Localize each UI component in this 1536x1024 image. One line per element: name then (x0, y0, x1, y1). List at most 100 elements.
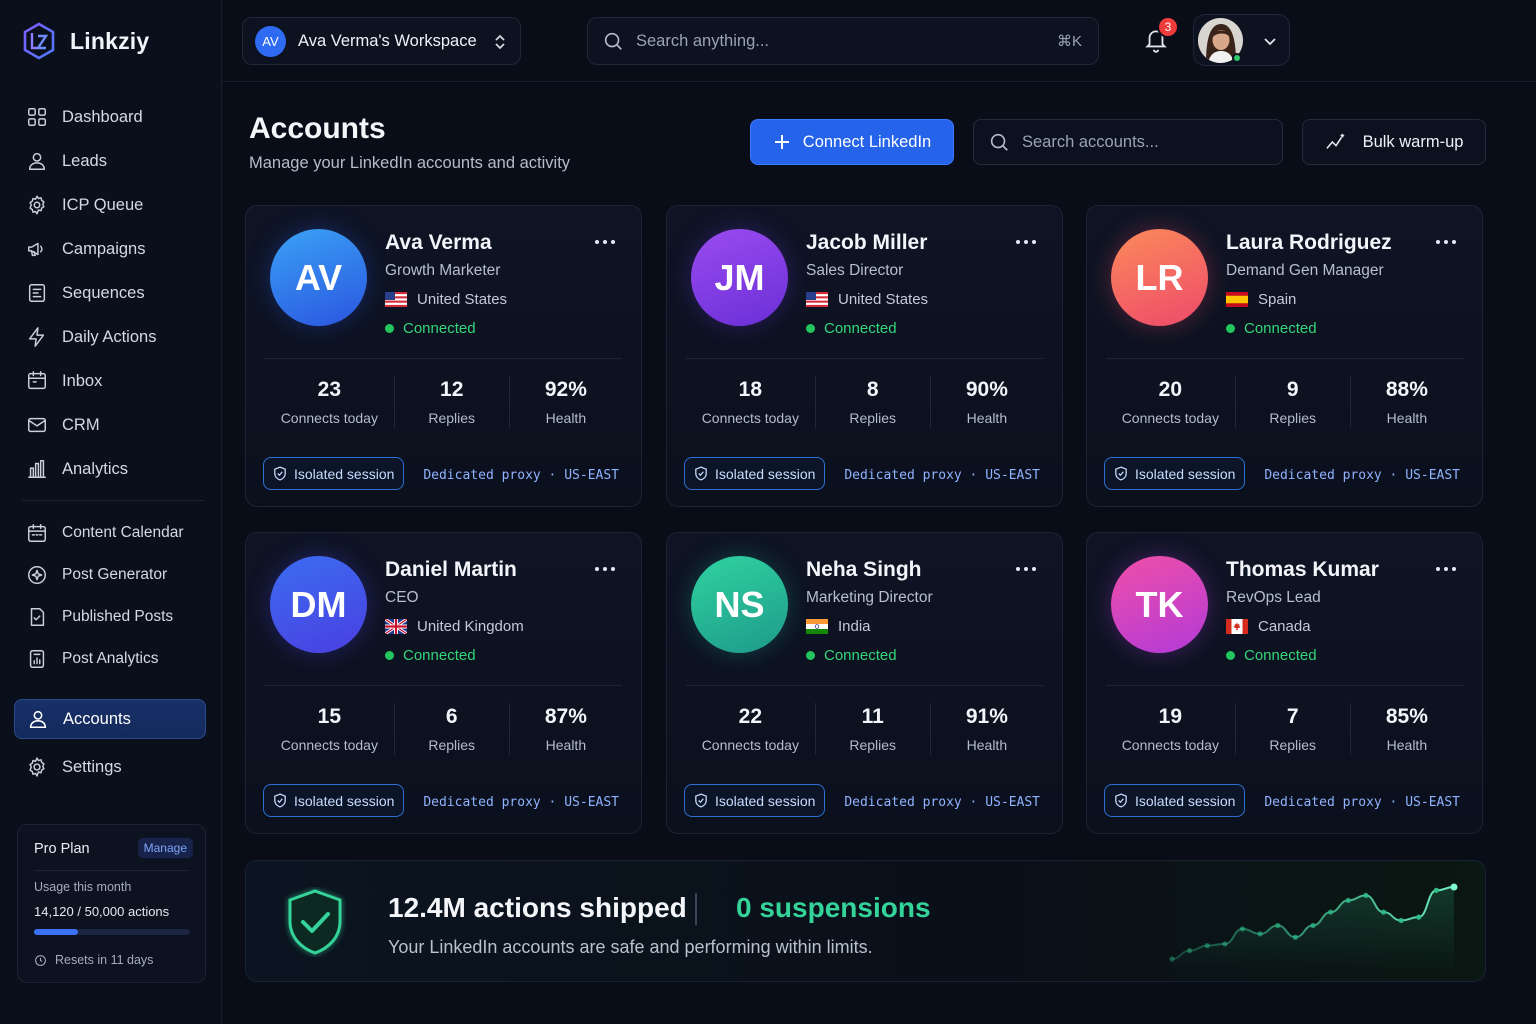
connection-status: Connected (1226, 320, 1317, 337)
connection-status: Connected (385, 647, 476, 664)
notification-badge: 3 (1157, 16, 1179, 38)
connects-label: Connects today (1121, 410, 1219, 426)
session-label: Isolated session (294, 792, 395, 809)
sidebar-item-dashboard[interactable]: Dashboard (14, 97, 206, 137)
sidebar-item-post-generator[interactable]: Post Generator (14, 555, 206, 595)
stat-divider (814, 703, 816, 755)
more-options-icon[interactable] (1016, 563, 1036, 575)
sidebar-item-campaigns[interactable]: Campaigns (14, 229, 206, 269)
doc-check-icon (30, 608, 45, 626)
page-subtitle: Manage your LinkedIn accounts and activi… (249, 154, 571, 172)
session-label: Isolated session (715, 792, 816, 809)
status-dot (806, 324, 815, 333)
flag-uk-icon (385, 619, 407, 634)
more-options-icon[interactable] (595, 563, 615, 575)
sidebar-item-sequences[interactable]: Sequences (14, 273, 206, 313)
card-divider (1106, 685, 1463, 686)
brand[interactable]: Linkziy (22, 22, 149, 60)
usage-label: Usage this month (34, 880, 132, 894)
stat-replies: 12 Replies (395, 374, 509, 430)
workspace-switcher[interactable]: AV Ava Verma's Workspace (242, 17, 521, 65)
stat-replies: 8 Replies (816, 374, 930, 430)
account-country: Canada (1226, 618, 1311, 635)
banner-subtitle: Your LinkedIn accounts are safe and perf… (388, 937, 873, 957)
shield-icon (1115, 793, 1127, 808)
page-title: Accounts (249, 112, 386, 145)
account-country: India (806, 618, 871, 635)
card-divider (265, 358, 622, 359)
sidebar-item-label: Dashboard (62, 107, 143, 126)
account-role: CEO (385, 589, 419, 606)
bulk-warmup-button[interactable]: Bulk warm-up (1302, 119, 1486, 165)
sidebar-item-content-calendar[interactable]: Content Calendar (14, 513, 206, 553)
sparkline-point (1169, 956, 1175, 962)
more-options-icon[interactable] (1436, 236, 1456, 248)
shortcut-hint: ⌘K (1056, 33, 1082, 50)
stat-replies: 9 Replies (1236, 374, 1350, 430)
sparkline-area (1172, 887, 1454, 971)
account-card[interactable]: TK Thomas Kumar RevOps Lead Canada Connected… (1086, 532, 1483, 834)
gear-icon (29, 756, 45, 778)
sidebar-item-inbox[interactable]: Inbox (14, 361, 206, 401)
proxy-info: Dedicated proxy · US-EAST (1264, 468, 1460, 483)
sparkline-point (1187, 948, 1193, 954)
account-card[interactable]: LR Laura Rodriguez Demand Gen Manager Spain… (1086, 205, 1483, 507)
connect-linkedin-label: Connect LinkedIn (802, 132, 932, 151)
stat-connects: 19 Connects today (1106, 701, 1235, 757)
account-stats: 22 Connects today 11 Replies 91% Health (686, 701, 1043, 757)
sidebar-item-label: Campaigns (62, 239, 146, 258)
sidebar-item-published-posts[interactable]: Published Posts (14, 597, 206, 637)
stat-health: 87% Health (510, 701, 622, 757)
stat-connects: 20 Connects today (1106, 374, 1235, 430)
sidebar-item-accounts[interactable]: Accounts (14, 699, 206, 739)
sparkline-point (1275, 922, 1281, 929)
stat-connects: 18 Connects today (686, 374, 815, 430)
sidebar-item-label: ICP Queue (62, 195, 144, 214)
session-label: Isolated session (294, 465, 395, 482)
user-menu[interactable] (1193, 14, 1290, 66)
account-search-input[interactable] (1022, 132, 1262, 152)
connects-value: 20 (1158, 378, 1183, 401)
connects-value: 22 (738, 705, 763, 728)
usage-progress-bar (34, 929, 190, 935)
sidebar-item-icp-queue[interactable]: ICP Queue (14, 185, 206, 225)
sidebar-item-daily-actions[interactable]: Daily Actions (14, 317, 206, 357)
connect-linkedin-button[interactable]: Connect LinkedIn (750, 119, 954, 165)
sidebar-item-settings[interactable]: Settings (14, 747, 206, 787)
account-role: Demand Gen Manager (1226, 262, 1384, 279)
manage-plan-button[interactable]: Manage (137, 838, 193, 858)
health-label: Health (545, 410, 587, 426)
sidebar-item-post-analytics[interactable]: Post Analytics (14, 639, 206, 679)
sidebar-item-label: Post Generator (62, 566, 168, 583)
more-options-icon[interactable] (595, 236, 615, 248)
brand-name: Linkziy (70, 27, 150, 54)
chevron-updown-icon (495, 34, 505, 50)
flag-us-icon (806, 292, 828, 307)
account-card[interactable]: JM Jacob Miller Sales Director United State… (666, 205, 1063, 507)
account-card[interactable]: AV Ava Verma Growth Marketer United States C… (245, 205, 642, 507)
stat-connects: 15 Connects today (265, 701, 394, 757)
account-card[interactable]: NS Neha Singh Marketing Director India Conne… (666, 532, 1063, 834)
isolated-session-badge: Isolated session (1104, 784, 1246, 817)
stat-divider (1234, 703, 1236, 755)
global-search-input[interactable] (636, 31, 1016, 51)
account-card[interactable]: DM Daniel Martin CEO United Kingdom Connecte… (245, 532, 642, 834)
global-search[interactable]: ⌘K (587, 17, 1099, 65)
session-label: Isolated session (715, 465, 816, 482)
more-options-icon[interactable] (1016, 236, 1036, 248)
sidebar-item-label: Accounts (63, 709, 131, 728)
isolated-session-badge: Isolated session (684, 457, 826, 490)
health-value: 91% (965, 705, 1008, 728)
plan-title: Pro Plan (34, 841, 90, 857)
sidebar-item-analytics[interactable]: Analytics (14, 449, 206, 489)
status-dot (1226, 651, 1235, 660)
avatar (1198, 18, 1243, 63)
account-search[interactable] (973, 119, 1283, 165)
sidebar-item-leads[interactable]: Leads (14, 141, 206, 181)
sidebar-item-crm[interactable]: CRM (14, 405, 206, 445)
connection-status: Connected (806, 320, 897, 337)
country-name: United States (417, 291, 508, 308)
more-options-icon[interactable] (1436, 563, 1456, 575)
clock-icon (35, 954, 46, 966)
health-value: 87% (544, 705, 587, 728)
